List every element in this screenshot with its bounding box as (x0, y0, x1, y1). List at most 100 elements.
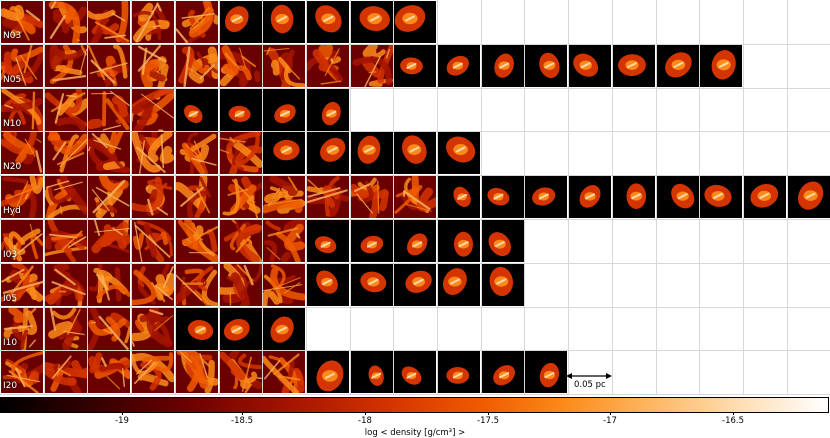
density-panel (438, 45, 480, 87)
density-panel (744, 176, 786, 218)
density-panel (307, 89, 349, 131)
row-label: N20 (3, 162, 22, 172)
colorbar-tick-label: -18 (358, 416, 372, 426)
colorbar (0, 397, 829, 413)
density-panel (88, 220, 130, 262)
density-panel (132, 89, 174, 131)
density-panel (220, 132, 262, 174)
colorbar-tick-label: -16.5 (722, 416, 744, 426)
density-panel (394, 264, 436, 306)
grid-line (0, 263, 830, 264)
grid-line (524, 0, 525, 394)
grid-line (175, 0, 176, 394)
row-label: I20 (3, 381, 18, 391)
density-panel (525, 351, 567, 393)
grid-line (131, 0, 132, 394)
grid-line (0, 88, 830, 89)
grid-line (656, 0, 657, 394)
density-panel (613, 45, 655, 87)
row-label: N10 (3, 119, 22, 129)
density-panel (132, 308, 174, 350)
density-panel (176, 176, 218, 218)
density-panel (220, 351, 262, 393)
density-panel (220, 308, 262, 350)
density-panel (569, 176, 611, 218)
density-panel (220, 89, 262, 131)
grid-line (350, 0, 351, 394)
grid-line (0, 44, 830, 45)
grid-line (44, 0, 45, 394)
colorbar-tick (122, 412, 123, 415)
density-panel (45, 351, 87, 393)
density-panel (1, 176, 43, 218)
scale-bar-label: 0.05 pc (572, 380, 608, 390)
density-panel (220, 45, 262, 87)
density-panel (88, 351, 130, 393)
density-panel (220, 220, 262, 262)
density-panel (438, 220, 480, 262)
density-panel (1, 89, 43, 131)
density-panel (176, 89, 218, 131)
density-panel (657, 45, 699, 87)
density-panel (307, 176, 349, 218)
density-panel (351, 132, 393, 174)
density-panel (307, 1, 349, 43)
density-panel (263, 45, 305, 87)
density-panel (569, 45, 611, 87)
density-panel (263, 89, 305, 131)
density-panel (482, 264, 524, 306)
density-panel (394, 132, 436, 174)
density-panel (394, 1, 436, 43)
colorbar-tick-label: -19 (115, 416, 129, 426)
grid-line (306, 0, 307, 394)
grid-line (0, 131, 830, 132)
colorbar-tick (365, 412, 366, 415)
density-panel (351, 220, 393, 262)
density-panel (88, 132, 130, 174)
row-label: I10 (3, 338, 18, 348)
grid-line (481, 0, 482, 394)
density-panel (263, 351, 305, 393)
density-panel (657, 176, 699, 218)
density-panel (88, 264, 130, 306)
density-panel (351, 45, 393, 87)
density-panel (220, 176, 262, 218)
colorbar-label: log < density [g/cm³] > (364, 428, 466, 438)
density-panel (482, 176, 524, 218)
density-panel (88, 45, 130, 87)
colorbar-tick-label: -18.5 (231, 416, 253, 426)
scale-bar-arrow (566, 373, 612, 379)
density-panel (351, 351, 393, 393)
density-panel (263, 132, 305, 174)
density-panel (220, 1, 262, 43)
density-panel (351, 1, 393, 43)
density-panel (220, 264, 262, 306)
density-panel (438, 176, 480, 218)
grid-line (262, 0, 263, 394)
density-panel (1, 220, 43, 262)
density-panel (438, 132, 480, 174)
grid-line (393, 0, 394, 394)
density-panel (45, 264, 87, 306)
panel-grid: N03 N05 N10 N20 Hyd I03 I05 I10 I20 (0, 0, 830, 395)
colorbar-tick-label: -17 (603, 416, 617, 426)
grid-line (612, 0, 613, 394)
density-panel (307, 45, 349, 87)
grid-line (0, 350, 830, 351)
density-panel (176, 351, 218, 393)
row-label: Hyd (3, 206, 21, 216)
density-panel (263, 264, 305, 306)
grid-line (219, 0, 220, 394)
density-panel (525, 176, 567, 218)
density-panel (1, 45, 43, 87)
density-panel (394, 176, 436, 218)
density-panel (482, 351, 524, 393)
density-panel (176, 264, 218, 306)
density-panel (525, 45, 567, 87)
colorbar-tick (610, 412, 611, 415)
density-panel (263, 220, 305, 262)
density-panel (176, 45, 218, 87)
density-panel (88, 89, 130, 131)
density-panel (132, 220, 174, 262)
